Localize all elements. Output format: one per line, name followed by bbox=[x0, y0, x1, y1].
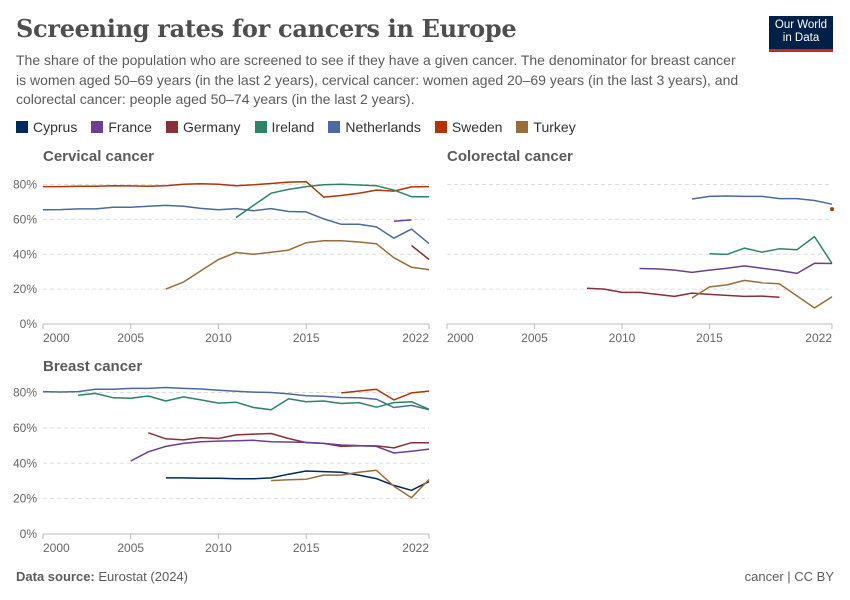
legend-swatch bbox=[516, 121, 529, 133]
series-line-germany bbox=[411, 244, 430, 261]
series-line-france bbox=[639, 262, 833, 275]
legend-label: Germany bbox=[182, 119, 241, 135]
series-line-germany bbox=[148, 432, 429, 449]
x-tick-label: 2015 bbox=[293, 331, 320, 345]
chart-title: Screening rates for cancers in Europe bbox=[16, 14, 517, 43]
y-tick-label: 0% bbox=[20, 527, 38, 541]
chart-subtitle: The share of the population who are scre… bbox=[16, 52, 739, 107]
x-tick-label: 2010 bbox=[205, 331, 232, 345]
legend-swatch bbox=[254, 121, 267, 133]
series-line-netherlands bbox=[42, 386, 430, 411]
series-line-ireland bbox=[709, 235, 833, 264]
series-line-netherlands bbox=[42, 204, 430, 245]
series-line-france bbox=[130, 439, 430, 462]
series-line-turkey bbox=[165, 240, 430, 290]
y-tick-label: 40% bbox=[13, 247, 37, 261]
legend-label: Sweden bbox=[451, 119, 503, 135]
x-tick-label: 2000 bbox=[43, 541, 70, 555]
data-source: Data source: Eurostat (2024) bbox=[16, 569, 188, 584]
x-tick-label: 2000 bbox=[43, 331, 70, 345]
source-value[interactable]: Eurostat (2024) bbox=[98, 569, 188, 584]
x-tick-label: 2015 bbox=[696, 331, 723, 345]
series-line-france bbox=[393, 219, 412, 223]
series-line-turkey bbox=[271, 469, 430, 499]
legend-label: Netherlands bbox=[345, 119, 421, 135]
legend-item-netherlands[interactable]: Netherlands bbox=[328, 119, 421, 135]
source-label: Data source: bbox=[16, 569, 95, 584]
x-tick-label: 2010 bbox=[609, 331, 636, 345]
legend-label: Ireland bbox=[271, 119, 315, 135]
x-tick-label: 2005 bbox=[117, 331, 144, 345]
legend-label: Cyprus bbox=[33, 119, 78, 135]
series-line-germany bbox=[586, 287, 780, 299]
x-tick-label: 2010 bbox=[205, 541, 232, 555]
y-tick-label: 80% bbox=[13, 178, 37, 192]
series-line-ireland bbox=[78, 392, 430, 411]
legend-item-turkey[interactable]: Turkey bbox=[516, 119, 576, 135]
legend-swatch bbox=[16, 121, 28, 133]
legend: Cyprus France Germany Ireland Netherlands Swe… bbox=[16, 119, 576, 135]
series-line-sweden bbox=[43, 180, 430, 198]
legend-swatch bbox=[165, 121, 178, 133]
y-tick-label: 20% bbox=[13, 492, 37, 506]
x-tick-label: 2005 bbox=[521, 331, 548, 345]
series-line-netherlands bbox=[691, 195, 833, 205]
y-tick-label: 40% bbox=[13, 456, 37, 470]
y-tick-label: 20% bbox=[13, 282, 37, 296]
legend-label: France bbox=[108, 119, 152, 135]
x-tick-label: 2022 bbox=[402, 541, 429, 555]
legend-item-sweden[interactable]: Sweden bbox=[434, 119, 503, 135]
owid-logo[interactable]: Our World in Data bbox=[769, 16, 833, 52]
y-tick-label: 80% bbox=[13, 386, 37, 400]
x-tick-label: 2000 bbox=[447, 331, 474, 345]
legend-swatch bbox=[328, 121, 341, 133]
y-tick-label: 60% bbox=[13, 421, 37, 435]
panel-title-cervical: Cervical cancer bbox=[43, 148, 154, 165]
x-tick-label: 2015 bbox=[293, 541, 320, 555]
panel-title-breast: Breast cancer bbox=[43, 358, 143, 375]
x-tick-label: 2005 bbox=[117, 541, 144, 555]
series-line-ireland bbox=[235, 183, 429, 219]
data-point-sweden bbox=[830, 207, 834, 212]
legend-item-france[interactable]: France bbox=[91, 119, 152, 135]
x-tick-label: 2022 bbox=[402, 331, 429, 345]
panel-title-colorectal: Colorectal cancer bbox=[447, 148, 573, 165]
license[interactable]: cancer | CC BY bbox=[744, 569, 834, 584]
series-line-sweden bbox=[341, 388, 430, 401]
series-line-turkey bbox=[691, 279, 833, 309]
series-line-cyprus bbox=[165, 470, 430, 492]
legend-swatch bbox=[434, 121, 447, 133]
legend-label: Turkey bbox=[533, 119, 576, 135]
legend-item-ireland[interactable]: Ireland bbox=[254, 119, 315, 135]
y-tick-label: 0% bbox=[20, 317, 38, 331]
x-tick-label: 2022 bbox=[805, 331, 832, 345]
y-tick-label: 60% bbox=[13, 212, 37, 226]
legend-swatch bbox=[91, 121, 104, 133]
legend-item-cyprus[interactable]: Cyprus bbox=[16, 119, 77, 135]
legend-item-germany[interactable]: Germany bbox=[165, 119, 241, 135]
